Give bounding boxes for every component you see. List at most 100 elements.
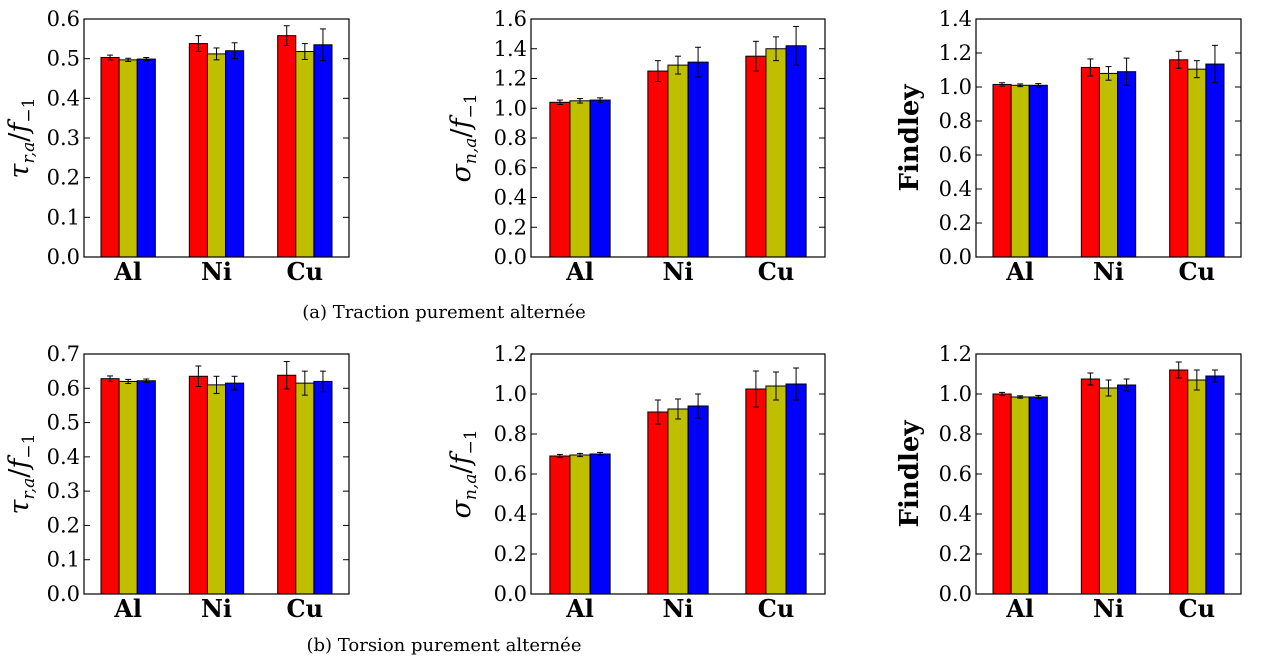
x-category-label: Al [565,257,594,286]
bar-al-s2 [1010,396,1030,595]
x-category-label: Ni [1093,257,1124,286]
y-tick-label: 0.6 [47,7,80,31]
bar-al-s2 [118,380,138,595]
bar-al-s2 [118,59,138,258]
bar-ni-s1 [647,411,669,595]
bar-al-s1 [992,393,1012,595]
x-category-label: Ni [1093,594,1124,623]
bar-al-s2 [1010,84,1030,258]
bar-al-s3 [589,453,611,595]
bar-cu-s1 [277,35,297,258]
y-tick-label: 0.6 [939,462,972,486]
bar-ni-s2 [1098,387,1119,595]
bar-al-s1 [100,378,120,595]
x-category-label: Ni [201,594,232,623]
y-tick-label: 0.0 [939,582,972,606]
y-tick-label: 0.4 [939,502,972,526]
y-tick-label: 0.3 [47,479,80,503]
y-axis-label: σn,a/f−1 [446,429,481,518]
caption-a: (a) Traction purement alternée [302,302,586,323]
y-tick-label: 1.4 [939,7,972,31]
plot-frame [83,18,350,258]
bar-cu-s2 [765,48,787,258]
bar-al-s3 [1028,84,1048,258]
x-category-label: Ni [662,257,693,286]
y-tick-label: 0.4 [47,86,80,110]
bar-cu-s3 [1205,63,1225,258]
bar-ni-s3 [687,405,709,595]
y-tick-label: 0.8 [939,109,972,133]
chart-panel-1: 0.0 0.1 0.2 0.3 0.4 0.5 0.6 Al Ni Cu τr,a/f−1 [4,7,350,286]
x-category-label: Cu [287,594,324,623]
y-tick-label: 1.0 [494,96,527,120]
bar-ni-s1 [1080,378,1100,595]
y-tick-label: 1.6 [494,7,527,31]
bar-al-s2 [569,100,591,258]
bar-cu-s1 [745,388,767,595]
bar-ni-s2 [667,408,689,595]
y-axis-label: Findley [895,420,925,528]
bar-cu-s1 [1169,59,1189,258]
chart-panel-4: 0.0 0.1 0.2 0.3 0.4 0.5 0.6 0.7 Al Ni Cu τr,a/f−1 [4,342,350,623]
y-tick-label: 1.2 [494,342,527,366]
bar-cu-s1 [745,55,767,258]
y-tick-label: 0.0 [47,245,80,269]
chart-panel-3: 0.0 0.2 0.4 0.6 0.8 1.0 1.2 1.4 Al Ni Cu Findley [895,7,1242,286]
y-tick-label: 0.1 [47,205,80,229]
bar-al-s1 [549,101,571,258]
y-tick-label: 0.5 [47,47,80,71]
bar-ni-s3 [1117,384,1137,595]
bar-ni-s1 [647,70,669,258]
bar-cu-s3 [1205,375,1225,595]
bar-ni-s1 [188,43,208,258]
x-category-label: Cu [287,257,324,286]
plot-frame [530,353,826,595]
bar-al-s1 [992,83,1012,258]
y-tick-label: 0.7 [47,342,80,366]
y-tick-label: 0.0 [494,582,527,606]
bar-ni-s3 [1117,71,1137,258]
x-category-label: Cu [758,594,795,623]
x-category-label: Ni [662,594,693,623]
chart-panel-5: 0.0 0.2 0.4 0.6 0.8 1.0 1.2 Al Ni Cu σn,a/f−1 [446,342,826,623]
y-tick-label: 0.3 [47,126,80,150]
x-category-label: Cu [758,257,795,286]
y-tick-label: 0.4 [939,177,972,201]
y-tick-label: 0.1 [47,548,80,572]
y-tick-label: 0.8 [494,422,527,446]
y-tick-label: 0.2 [47,166,80,190]
bar-ni-s2 [1098,72,1119,258]
bar-ni-s2 [667,64,689,258]
y-tick-label: 0.4 [494,502,527,526]
bar-ni-s1 [1080,66,1100,258]
bar-al-s1 [549,455,571,595]
bar-al-s1 [100,56,120,258]
x-category-label: Cu [1179,257,1216,286]
y-tick-label: 1.0 [494,382,527,406]
bar-ni-s3 [687,61,709,258]
bar-cu-s2 [1187,379,1207,595]
bar-cu-s3 [313,380,333,595]
y-tick-label: 0.6 [494,462,527,486]
x-category-label: Al [113,594,142,623]
x-category-label: Al [1005,594,1034,623]
y-tick-label: 0.0 [47,582,80,606]
x-category-label: Al [1005,257,1034,286]
y-tick-label: 0.0 [939,245,972,269]
x-category-label: Ni [201,257,232,286]
y-tick-label: 1.2 [939,41,972,65]
y-tick-label: 1.2 [494,67,527,91]
x-category-label: Al [565,594,594,623]
y-tick-label: 0.6 [47,376,80,400]
y-axis-label: τr,a/f−1 [4,98,39,179]
bar-ni-s2 [206,53,227,258]
bar-ni-s3 [225,382,245,595]
y-tick-label: 0.6 [494,156,527,180]
y-tick-label: 1.4 [494,37,527,61]
bar-al-s3 [136,58,156,258]
y-tick-label: 0.2 [939,211,972,235]
bar-ni-s1 [188,375,208,595]
y-tick-label: 0.8 [494,126,527,150]
plot-frame [975,353,1242,595]
